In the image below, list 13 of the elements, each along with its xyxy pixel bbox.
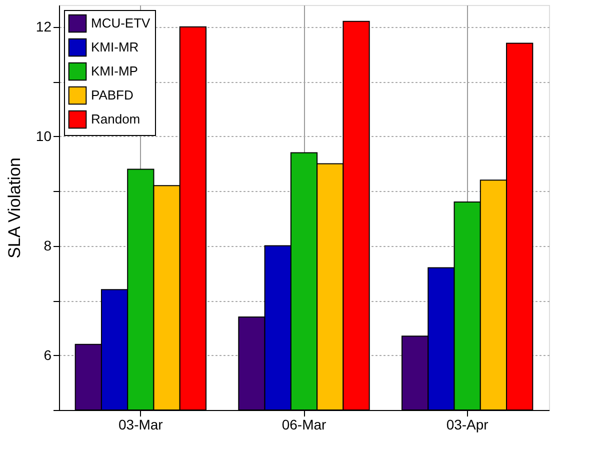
y-tick-label: 6 (44, 346, 52, 363)
y-tick-label: 8 (44, 237, 52, 254)
legend-label: PABFD (91, 88, 134, 102)
y-tick-label: 12 (36, 18, 52, 34)
x-tick-label: 03-Mar (118, 416, 164, 432)
legend-label: KMI-MR (91, 40, 139, 54)
legend-label: KMI-MP (91, 64, 138, 78)
x-tick-label: 03-Apr (446, 416, 489, 432)
legend-label: MCU-ETV (91, 16, 151, 30)
y-tick-label: 10 (36, 128, 52, 144)
x-tick-label: 06-Mar (282, 416, 327, 432)
y-axis-title: SLA Violation (4, 158, 24, 258)
legend-label: Random (91, 112, 140, 126)
